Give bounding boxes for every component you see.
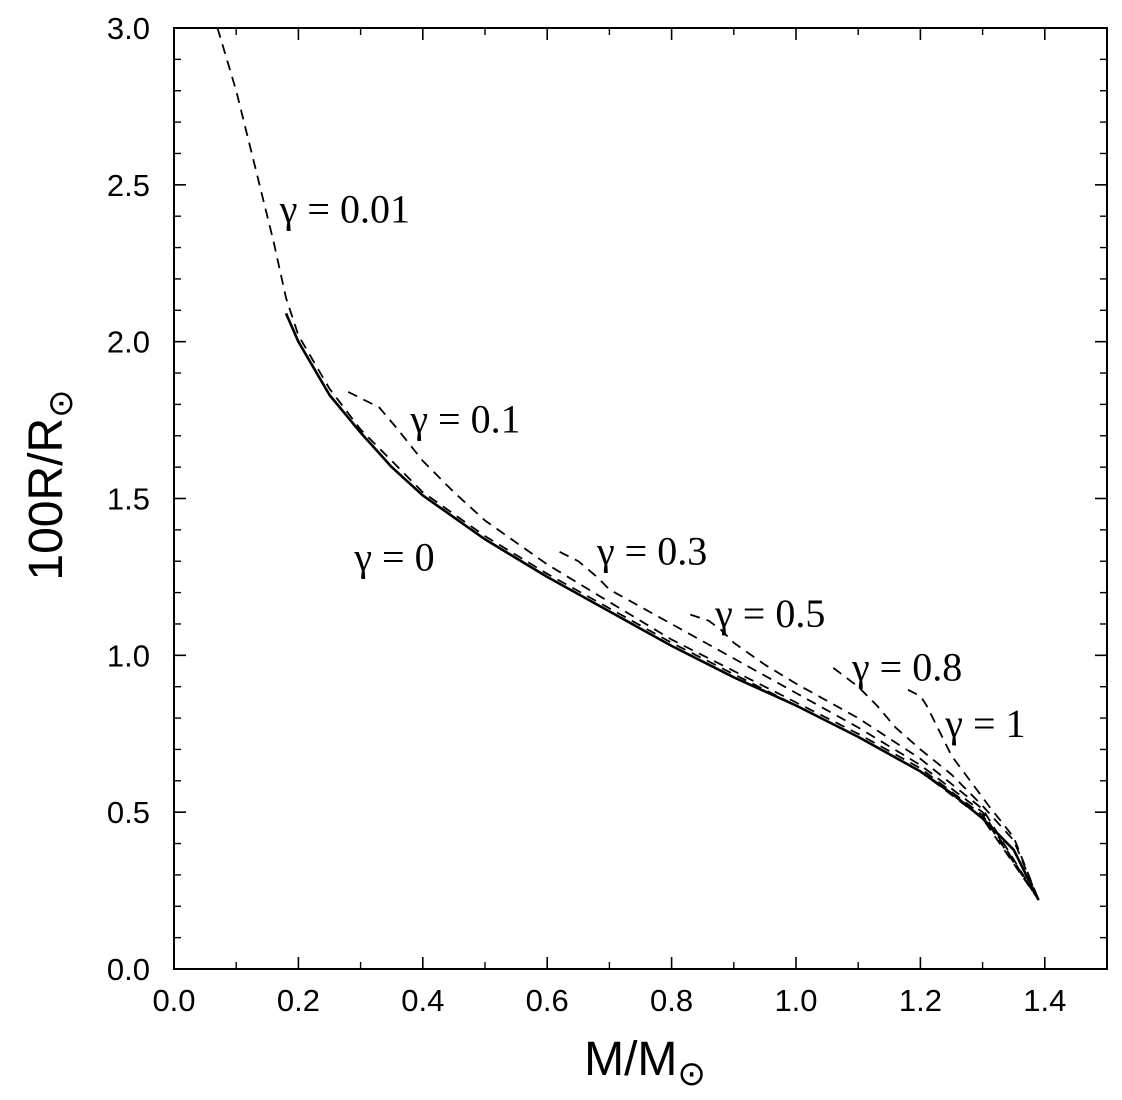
plot-frame <box>173 27 1108 970</box>
gamma-annotation: γ = 0.1 <box>409 397 520 442</box>
series-line-gamma-0-1 <box>347 391 1040 901</box>
gamma-annotation: γ = 0.8 <box>851 644 962 689</box>
x-tick-label: 0.0 <box>152 983 195 1018</box>
x-tick-label: 0.6 <box>526 983 569 1018</box>
series-line-gamma-0-3 <box>559 550 1040 901</box>
x-axis-title: M/M⊙ <box>584 1033 706 1093</box>
y-tick-label: 0.5 <box>107 795 150 830</box>
series-line-gamma-0-01 <box>216 27 1040 901</box>
x-tick-label: 0.8 <box>650 983 693 1018</box>
x-tick-label: 1.0 <box>774 983 817 1018</box>
y-tick-label: 2.0 <box>107 325 150 360</box>
gamma-annotation: γ = 0.5 <box>714 591 825 636</box>
y-axis-title: 100R/R⊙ <box>20 389 80 580</box>
gamma-annotation: γ = 0.3 <box>596 528 707 573</box>
series-line-gamma-1 <box>907 688 1040 901</box>
y-tick-label: 2.5 <box>107 168 150 203</box>
annotation-layer: γ = 0.01 γ = 0.1 γ = 0 γ = 0.3γ = 0.5 γ = 0.… <box>279 186 1026 745</box>
series-layer <box>216 27 1040 901</box>
x-axis-title-subscript: ⊙ <box>677 1055 706 1093</box>
y-tick-label: 0.0 <box>107 952 150 987</box>
x-tick-label: 1.4 <box>1023 983 1066 1018</box>
y-tick-label: 3.0 <box>107 11 150 46</box>
series-line-gamma-0-8 <box>832 667 1040 901</box>
series-line-gamma-0-5 <box>690 613 1040 901</box>
x-tick-label: 0.2 <box>277 983 320 1018</box>
y-tick-label: 1.0 <box>107 638 150 673</box>
series-line-gamma-0 <box>284 312 1040 901</box>
x-tick-label: 0.4 <box>401 983 444 1018</box>
y-tick-label: 1.5 <box>107 482 150 517</box>
gamma-annotation: γ = 0 <box>353 535 434 580</box>
gamma-annotation: γ = 1 <box>944 701 1025 746</box>
x-tick-label: 1.2 <box>899 983 942 1018</box>
tick-layer: 0.0 0.2 0.4 0.6 0.8 1.0 1.2 1.4 0.0 0.5 1.0 1.5 2.0 2… <box>107 11 1108 1018</box>
gamma-annotation: γ = 0.01 <box>279 186 410 231</box>
y-axis-title-subscript: ⊙ <box>42 389 80 418</box>
